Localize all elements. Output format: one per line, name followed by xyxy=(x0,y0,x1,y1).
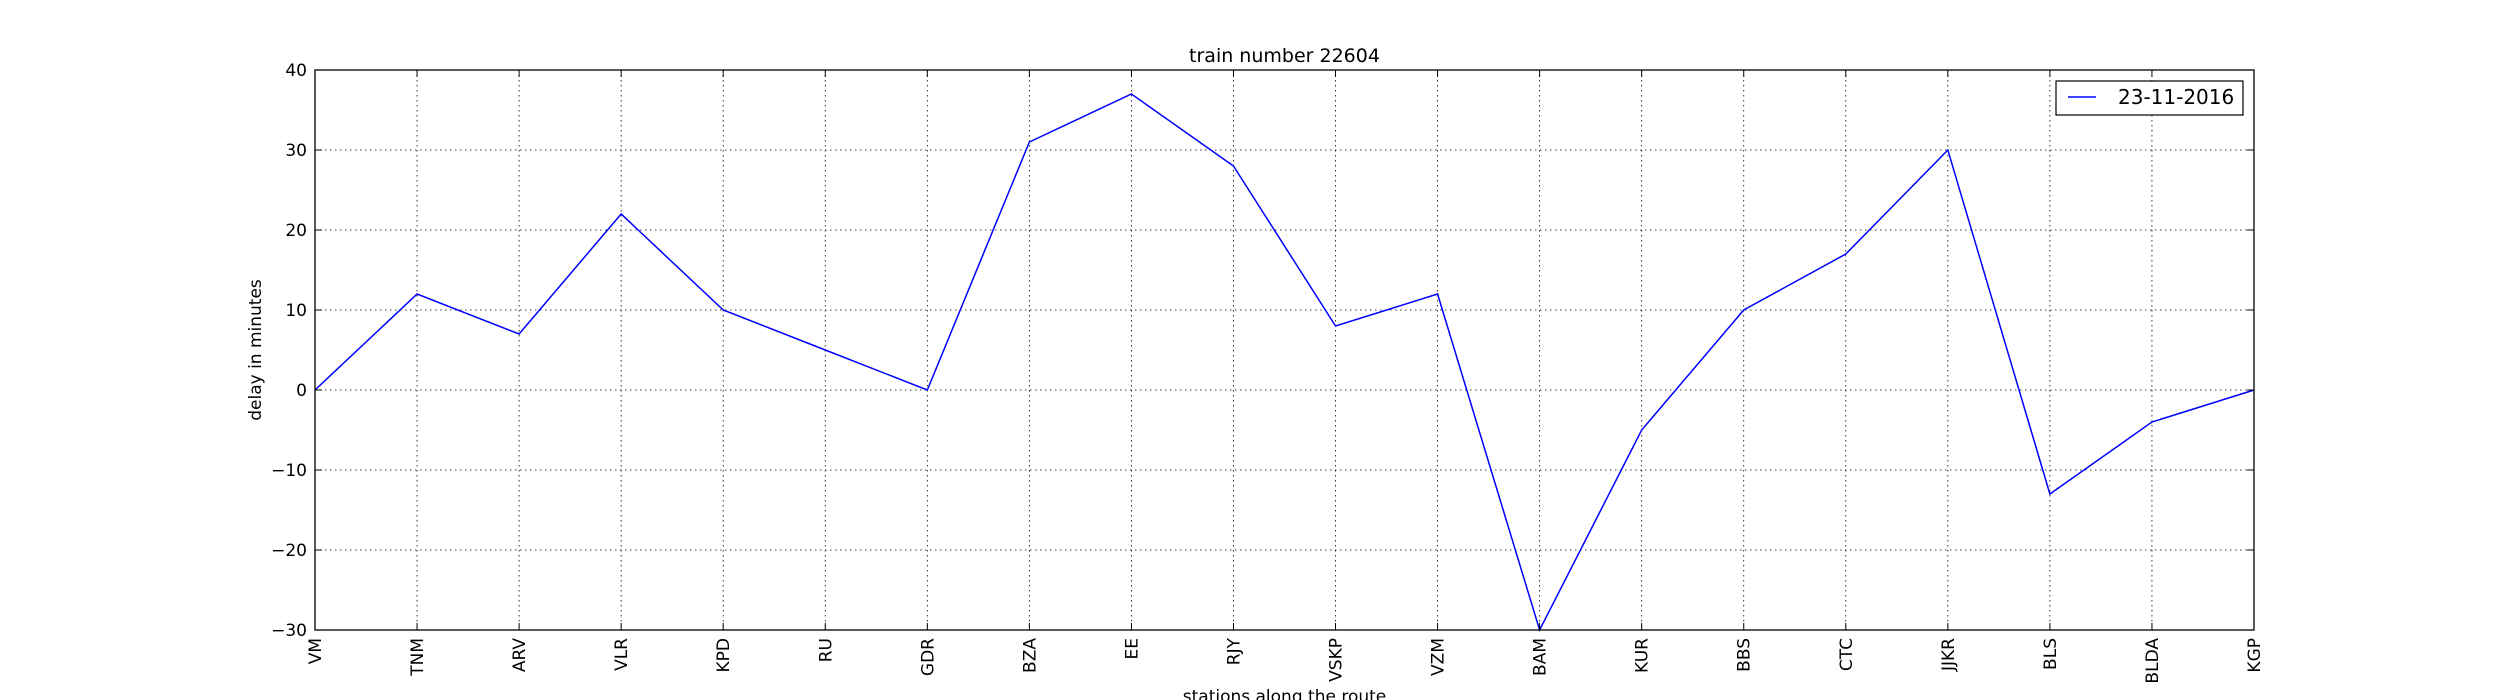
plot-frame xyxy=(314,69,2255,631)
x-axis-label: stations along the route xyxy=(1183,687,1387,700)
x-tick-labels: VM TNM ARV VLR KPD RU GDR BZA EE RJY VSKP VZM BAM KUR… xyxy=(306,637,2265,683)
x-tick-label: ARV xyxy=(510,638,530,673)
y-tick-label: −20 xyxy=(271,541,307,561)
x-tick-label: RU xyxy=(816,638,836,662)
y-tick-label: 40 xyxy=(285,61,307,81)
series-lines xyxy=(314,93,2255,632)
axis-ticks xyxy=(314,69,2255,631)
x-tick-label: KPD xyxy=(714,638,734,673)
x-tick-label: BLDA xyxy=(2143,638,2163,684)
y-tick-label: −10 xyxy=(271,461,307,481)
x-tick-label: KUR xyxy=(1633,638,1653,673)
x-tick-label: EE xyxy=(1122,638,1142,659)
y-tick-label: 10 xyxy=(285,301,307,321)
x-tick-label: BZA xyxy=(1020,638,1040,673)
y-tick-label: −30 xyxy=(271,621,307,641)
y-tick-label: 30 xyxy=(285,141,307,161)
x-tick-label: KGP xyxy=(2245,638,2265,673)
x-tick-label: BBS xyxy=(1735,638,1755,672)
x-tick-label: VZM xyxy=(1429,638,1449,676)
chart-title: train number 22604 xyxy=(1189,45,1380,67)
x-tick-label: VSKP xyxy=(1327,638,1347,682)
legend-label: 23-11-2016 xyxy=(2118,85,2234,109)
x-tick-label: CTC xyxy=(1837,638,1857,671)
y-tick-labels: −30 −20 −10 0 10 20 30 40 xyxy=(271,61,307,641)
x-tick-label: VLR xyxy=(612,638,632,671)
x-tick-label: GDR xyxy=(918,638,938,676)
x-tick-label: RJY xyxy=(1224,637,1244,665)
x-tick-label: TNM xyxy=(408,638,428,677)
y-tick-label: 20 xyxy=(285,221,307,241)
series-line xyxy=(314,93,2255,632)
y-tick-label: 0 xyxy=(296,381,307,401)
x-tick-label: BLS xyxy=(2041,638,2061,670)
x-tick-label: BAM xyxy=(1531,638,1551,676)
legend-box xyxy=(2055,80,2244,116)
y-axis-label: delay in minutes xyxy=(246,279,266,421)
legend: 23-11-2016 xyxy=(2055,80,2244,116)
x-tick-label: JJKR xyxy=(1939,638,1959,672)
x-tick-label: VM xyxy=(306,638,326,664)
